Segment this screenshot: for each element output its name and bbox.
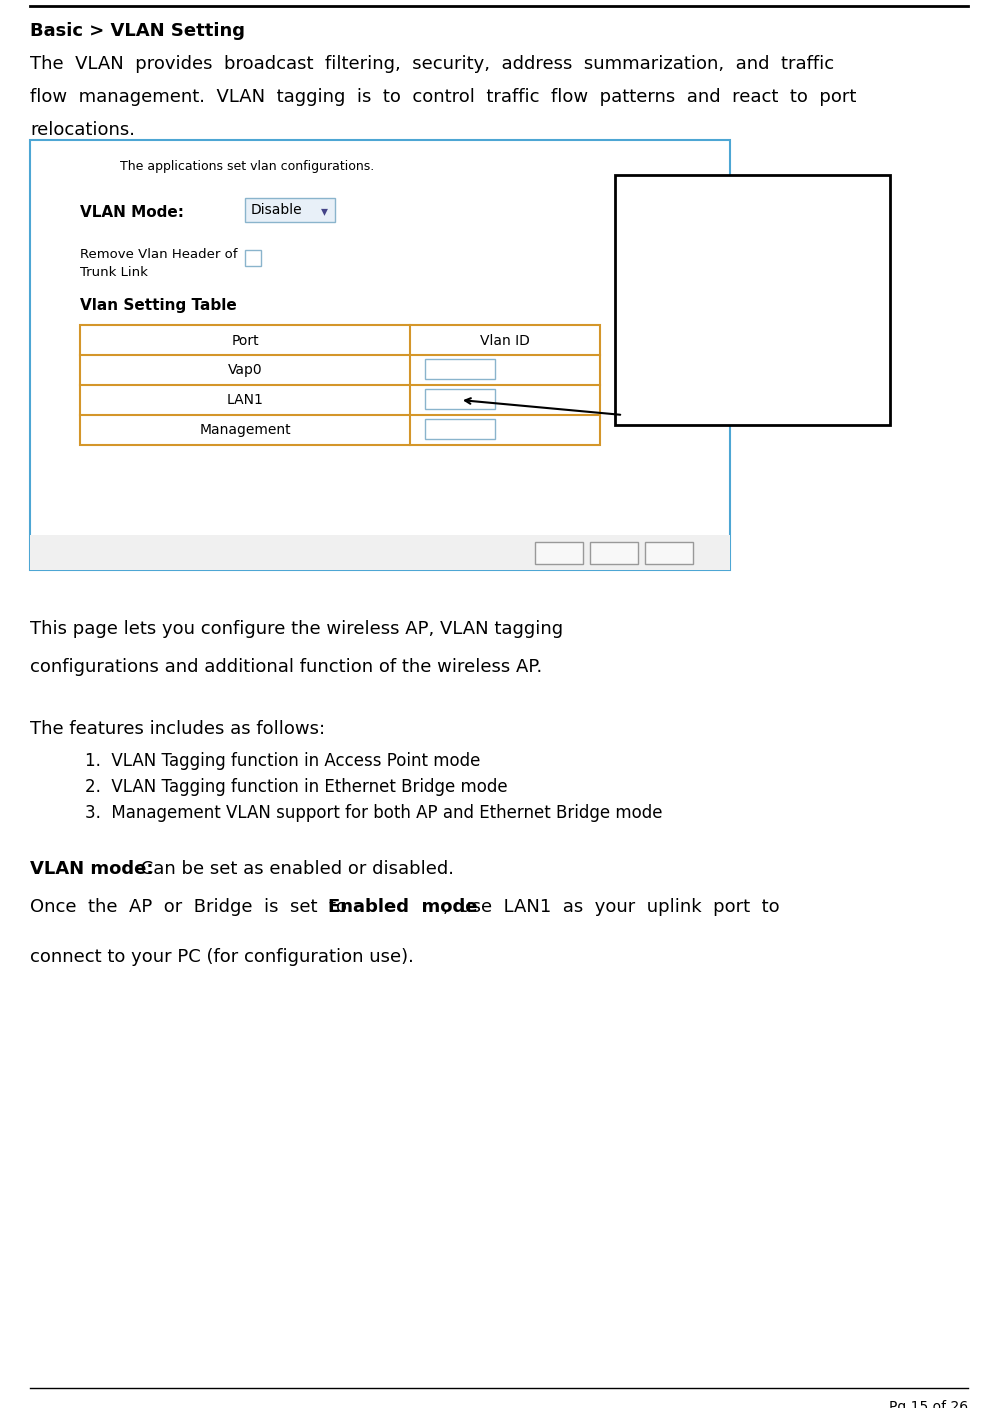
Text: Port: Port bbox=[232, 334, 258, 348]
Bar bbox=[30, 139, 730, 570]
Text: Enabled  mode: Enabled mode bbox=[328, 898, 477, 917]
Text: This page lets you configure the wireless AP, VLAN tagging: This page lets you configure the wireles… bbox=[30, 620, 563, 638]
Text: Remove Vlan Header of: Remove Vlan Header of bbox=[80, 248, 238, 260]
Bar bbox=[425, 389, 495, 408]
Text: Once  the  AP  or  Bridge  is  set  to: Once the AP or Bridge is set to bbox=[30, 898, 358, 917]
Text: ou may also set: ou may also set bbox=[623, 184, 745, 200]
Text: VLAN Mode:: VLAN Mode: bbox=[80, 206, 184, 220]
Text: configurations and additional function of the wireless AP.: configurations and additional function o… bbox=[30, 658, 542, 676]
Text: Disable: Disable bbox=[251, 203, 302, 217]
Text: relocations.: relocations. bbox=[30, 121, 135, 139]
Text: Trunk Link: Trunk Link bbox=[80, 266, 148, 279]
Text: 1: 1 bbox=[431, 363, 440, 377]
Text: to web or console.: to web or console. bbox=[623, 396, 764, 410]
Text: VLAN mode:: VLAN mode: bbox=[30, 860, 154, 879]
Bar bbox=[425, 420, 495, 439]
Text: Can be set as enabled or disabled.: Can be set as enabled or disabled. bbox=[135, 860, 454, 879]
Text: ,  use  LAN1  as  your  uplink  port  to: , use LAN1 as your uplink port to bbox=[443, 898, 779, 917]
Text: LAN1 port to have: LAN1 port to have bbox=[623, 215, 762, 230]
Text: port to enable the: port to enable the bbox=[623, 306, 761, 320]
Text: Save: Save bbox=[598, 548, 631, 560]
Text: Basic > VLAN Setting: Basic > VLAN Setting bbox=[30, 23, 245, 39]
Bar bbox=[615, 175, 890, 425]
Text: port to get access: port to get access bbox=[623, 365, 761, 380]
Text: flow  management.  VLAN  tagging  is  to  control  traffic  flow  patterns  and : flow management. VLAN tagging is to cont… bbox=[30, 87, 856, 106]
Bar bbox=[80, 325, 600, 445]
Bar bbox=[590, 542, 638, 565]
Text: connect to your PC (for configuration use).: connect to your PC (for configuration us… bbox=[30, 948, 414, 966]
Text: 2.  VLAN Tagging function in Ethernet Bridge mode: 2. VLAN Tagging function in Ethernet Bri… bbox=[85, 779, 508, 796]
Bar bbox=[30, 535, 730, 570]
Bar bbox=[245, 199, 335, 222]
Text: The  VLAN  provides  broadcast  filtering,  security,  address  summarization,  : The VLAN provides broadcast filtering, s… bbox=[30, 55, 834, 73]
Text: Vlan Setting Table: Vlan Setting Table bbox=[80, 298, 237, 313]
Text: The features includes as follows:: The features includes as follows: bbox=[30, 719, 325, 738]
Text: ▾: ▾ bbox=[321, 204, 328, 218]
Text: Reset: Reset bbox=[651, 548, 688, 560]
Bar bbox=[645, 542, 693, 565]
Text: Management: Management bbox=[200, 422, 290, 436]
Bar bbox=[245, 251, 261, 266]
Text: as the management: as the management bbox=[623, 275, 777, 290]
Text: 1.  VLAN Tagging function in Access Point mode: 1. VLAN Tagging function in Access Point… bbox=[85, 752, 480, 770]
Text: PC connected to this: PC connected to this bbox=[623, 335, 781, 351]
Text: 3.  Management VLAN support for both AP and Ethernet Bridge mode: 3. Management VLAN support for both AP a… bbox=[85, 804, 663, 822]
Text: Vap0: Vap0 bbox=[228, 363, 262, 377]
Bar bbox=[535, 542, 583, 565]
Text: The applications set vlan configurations.: The applications set vlan configurations… bbox=[120, 161, 374, 173]
Text: Vlan ID: Vlan ID bbox=[480, 334, 530, 348]
Text: LAN1: LAN1 bbox=[227, 393, 263, 407]
Text: the same VLAN ID: the same VLAN ID bbox=[623, 245, 761, 260]
Text: 8: 8 bbox=[431, 422, 440, 436]
Bar bbox=[425, 359, 495, 379]
Text: Pg 15 of 26: Pg 15 of 26 bbox=[889, 1400, 968, 1408]
Text: Help: Help bbox=[544, 548, 574, 560]
Text: 5: 5 bbox=[431, 393, 440, 407]
